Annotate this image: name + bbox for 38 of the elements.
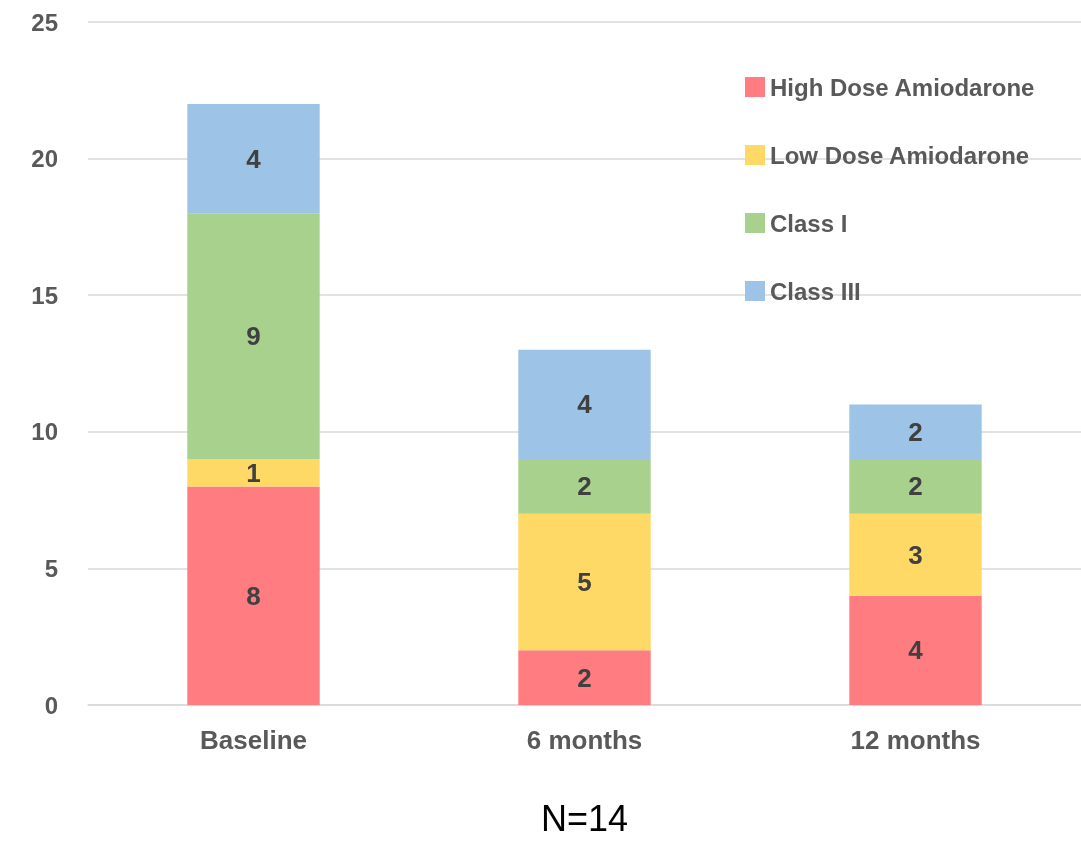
bar	[849, 459, 982, 514]
bar	[187, 486, 320, 705]
data-label: 4	[577, 389, 593, 420]
bar	[518, 650, 651, 705]
bar	[187, 213, 320, 460]
bar	[849, 595, 982, 705]
x-tick-label: 6 months	[526, 725, 643, 755]
bar	[518, 513, 651, 651]
y-tick-label: 25	[31, 8, 58, 36]
data-label: 2	[577, 471, 592, 502]
legend-label: Class I	[770, 209, 848, 237]
legend-label: Low Dose Amiodarone	[770, 141, 1030, 169]
y-tick-label: 15	[31, 281, 58, 309]
legend-label: High Dose Amiodarone	[770, 73, 1035, 101]
x-tick-label: 12 months	[850, 725, 981, 755]
data-label: 4	[246, 143, 262, 174]
y-tick-label: 20	[31, 145, 58, 173]
data-label: 8	[246, 580, 261, 611]
bar	[518, 459, 651, 514]
legend-label: Class III	[770, 277, 861, 305]
y-tick-label: 0	[44, 691, 58, 719]
bar	[849, 404, 982, 460]
data-label: 2	[577, 662, 592, 693]
data-label: 9	[246, 321, 261, 352]
x-axis-title: N=14	[540, 797, 629, 839]
y-tick-label: 10	[31, 418, 58, 446]
x-tick-label: Baseline	[200, 725, 307, 755]
bar	[187, 459, 320, 487]
bar	[518, 349, 651, 460]
data-label: 2	[908, 471, 923, 502]
bar	[849, 513, 982, 596]
data-label: 4	[908, 635, 924, 666]
data-label: 3	[908, 539, 923, 570]
data-label: 5	[577, 567, 592, 598]
data-label: 2	[908, 416, 923, 447]
data-label: 1	[246, 457, 261, 488]
bar	[187, 103, 320, 214]
y-tick-label: 5	[44, 554, 58, 582]
